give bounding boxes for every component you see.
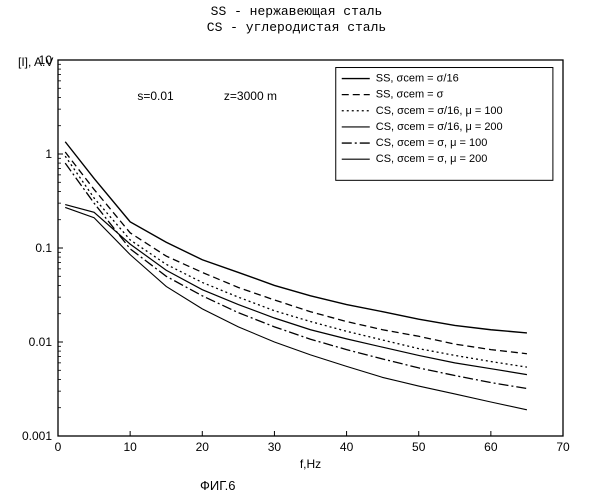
line-chart: 010203040506070f,Hz0.0010.010.1110[I], A…: [0, 40, 593, 478]
figure-caption: ФИГ.6: [200, 478, 236, 493]
svg-text:[I], A.V: [I], A.V: [18, 55, 53, 69]
svg-text:z=3000 m: z=3000 m: [224, 89, 277, 103]
svg-text:50: 50: [412, 440, 426, 454]
svg-text:s=0.01: s=0.01: [137, 89, 174, 103]
svg-text:0: 0: [55, 440, 62, 454]
svg-text:20: 20: [196, 440, 210, 454]
svg-text:CS, σcem = σ/16, μ = 200: CS, σcem = σ/16, μ = 200: [376, 121, 503, 133]
svg-text:40: 40: [340, 440, 354, 454]
svg-text:1: 1: [45, 147, 52, 161]
material-legend-header: SS - нержавеющая сталь CS - углеродистая…: [0, 4, 593, 36]
svg-text:SS, σcem = σ: SS, σcem = σ: [376, 89, 444, 101]
ss-def: SS - нержавеющая сталь: [211, 4, 383, 19]
svg-text:0.001: 0.001: [22, 429, 52, 443]
svg-text:SS, σcem = σ/16: SS, σcem = σ/16: [376, 73, 459, 85]
svg-text:0.01: 0.01: [29, 335, 53, 349]
svg-text:60: 60: [484, 440, 498, 454]
svg-text:70: 70: [556, 440, 570, 454]
cs-def: CS - углеродистая сталь: [207, 20, 386, 35]
svg-text:30: 30: [268, 440, 282, 454]
svg-text:CS, σcem = σ/16, μ = 100: CS, σcem = σ/16, μ = 100: [376, 105, 503, 117]
svg-text:0.1: 0.1: [35, 241, 52, 255]
svg-text:CS, σcem = σ, μ = 100: CS, σcem = σ, μ = 100: [376, 137, 488, 149]
svg-text:10: 10: [123, 440, 137, 454]
svg-text:f,Hz: f,Hz: [300, 457, 321, 471]
svg-text:CS, σcem = σ, μ = 200: CS, σcem = σ, μ = 200: [376, 153, 488, 165]
